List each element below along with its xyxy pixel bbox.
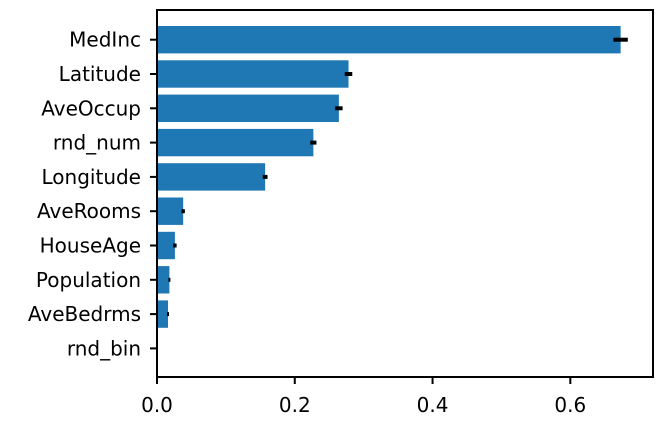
x-axis-ticks: 0.0 0.2 0.4 0.6 — [141, 377, 586, 417]
x-tick-label: 0.6 — [554, 393, 586, 417]
y-tick-label: AveRooms — [37, 199, 141, 223]
y-tick-label: MedInc — [69, 28, 141, 52]
x-tick-label: 0.4 — [417, 393, 449, 417]
x-tick-label: 0.2 — [279, 393, 311, 417]
bar-MedInc — [157, 26, 621, 54]
error-bars-group — [167, 37, 628, 317]
bars-group — [157, 26, 621, 328]
bar-AveOccup — [157, 94, 339, 122]
bar-HouseAge — [157, 231, 175, 260]
y-tick-label: HouseAge — [40, 234, 141, 258]
y-tick-label: AveBedrms — [28, 302, 141, 326]
x-tick-label: 0.0 — [141, 393, 173, 417]
y-tick-label: rnd_num — [53, 131, 141, 155]
bar-rnd_num — [157, 128, 314, 157]
bar-AveRooms — [157, 197, 184, 225]
bar-Population — [157, 266, 170, 294]
y-tick-label: Longitude — [42, 165, 141, 189]
y-tick-label: AveOccup — [41, 96, 141, 120]
y-tick-label: Latitude — [59, 62, 141, 86]
y-tick-label: rnd_bin — [67, 336, 141, 360]
bar-Latitude — [157, 60, 349, 88]
bar-Longitude — [157, 163, 266, 191]
y-axis-ticks: MedInc Latitude AveOccup rnd_num Longitude Av… — [28, 28, 157, 360]
y-tick-label: Population — [36, 268, 141, 292]
plot-frame — [156, 9, 654, 378]
bar-AveBedrms — [157, 300, 169, 328]
